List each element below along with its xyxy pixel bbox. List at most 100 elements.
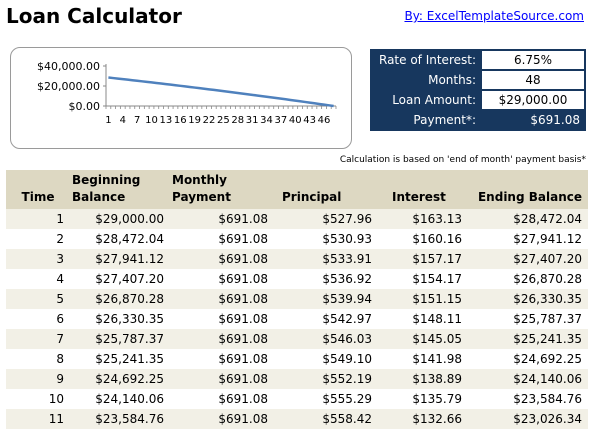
x-tick-label: 10: [145, 115, 158, 126]
ending-balance-cell: $28,472.04: [468, 209, 588, 229]
monthly-payment-cell: $691.08: [170, 249, 274, 269]
ending-balance-cell: $26,870.28: [513, 272, 582, 286]
monthly-payment-cell: $691.08: [218, 352, 268, 366]
time-cell: 9: [6, 369, 70, 389]
time-cell: 1: [6, 209, 70, 229]
payment-label: Payment*:: [413, 113, 476, 127]
principal-cell: $527.96: [274, 209, 378, 229]
time-cell: 6: [56, 312, 64, 326]
x-tick-label: 25: [217, 115, 230, 126]
x-tick-label: 43: [303, 115, 316, 126]
beginning-balance-cell: $27,941.12: [70, 249, 170, 269]
time-cell: 5: [6, 289, 70, 309]
ending-balance-cell: $25,787.37: [513, 312, 582, 326]
rate-label: Rate of Interest:: [379, 53, 476, 67]
table-row: 8 $25,241.35 $691.08 $549.10 $141.98 $24,692.…: [6, 349, 588, 369]
table-row: 2 $28,472.04 $691.08 $530.93 $160.16 $27,941.…: [6, 229, 588, 249]
time-cell: 2: [56, 232, 64, 246]
table-row: 7 $25,787.37 $691.08 $546.03 $145.05 $25,241.…: [6, 329, 588, 349]
x-tick-label: 31: [246, 115, 259, 126]
table-row: 9 $24,692.25 $691.08 $552.19 $138.89 $24,140.…: [6, 369, 588, 389]
header-ending-balance: Ending Balance: [468, 170, 588, 209]
x-tick-label: 1: [105, 115, 111, 126]
x-tick-label: 13: [160, 115, 173, 126]
monthly-payment-cell: $691.08: [170, 369, 274, 389]
payment-value: $691.08: [482, 111, 584, 129]
beginning-balance-cell: $25,241.35: [95, 352, 164, 366]
months-input[interactable]: 48: [482, 71, 584, 89]
table-row: 5 $26,870.28 $691.08 $539.94 $151.15 $26,330.…: [6, 289, 588, 309]
beginning-balance-cell: $23,584.76: [70, 409, 170, 429]
principal-cell: $536.92: [322, 272, 372, 286]
header-principal: Principal: [274, 170, 378, 209]
beginning-balance-cell: $25,787.37: [70, 329, 170, 349]
principal-cell: $558.42: [274, 409, 378, 429]
interest-cell: $151.15: [378, 289, 468, 309]
beginning-balance-cell: $26,330.35: [95, 312, 164, 326]
interest-cell: $138.89: [378, 369, 468, 389]
ending-balance-cell: $27,407.20: [468, 249, 588, 269]
ending-balance-cell: $23,026.34: [468, 409, 588, 429]
page-title: Loan Calculator: [6, 4, 182, 28]
header-monthly-payment: Monthly Payment: [170, 170, 274, 209]
amount-input[interactable]: $29,000.00: [482, 91, 584, 109]
balance-chart: $40,000.00 $20,000.00 $0.00 1 4 7 10 13 16 19 22 25…: [10, 47, 352, 149]
ending-balance-cell: $23,584.76: [513, 392, 582, 406]
byline-link[interactable]: By: ExcelTemplateSource.com: [404, 9, 584, 23]
x-tick-label: 22: [203, 115, 216, 126]
interest-cell: $163.13: [378, 209, 468, 229]
beginning-balance-cell: $24,140.06: [95, 392, 164, 406]
monthly-payment-cell: $691.08: [218, 312, 268, 326]
ending-balance-cell: $26,330.35: [468, 289, 588, 309]
amortization-table: Time Beginning Balance Monthly Payment Pri…: [6, 170, 588, 429]
x-tick-label: 19: [188, 115, 201, 126]
table-row: 1 $29,000.00 $691.08 $527.96 $163.13 $28,472.…: [6, 209, 588, 229]
y-tick-label: $0.00: [69, 100, 101, 113]
x-tick-label: 40: [289, 115, 302, 126]
header-time: Time: [6, 170, 70, 209]
principal-cell: $549.10: [322, 352, 372, 366]
x-tick-label: 46: [318, 115, 331, 126]
amount-label: Loan Amount:: [392, 93, 476, 107]
monthly-payment-cell: $691.08: [218, 272, 268, 286]
time-cell: 11: [6, 409, 70, 429]
interest-cell: $141.98: [412, 352, 462, 366]
principal-cell: $552.19: [274, 369, 378, 389]
ending-balance-cell: $27,941.12: [513, 232, 582, 246]
interest-cell: $157.17: [378, 249, 468, 269]
table-row: 11 $23,584.76 $691.08 $558.42 $132.66 $23,026…: [6, 409, 588, 429]
rate-input[interactable]: 6.75%: [482, 51, 584, 69]
time-cell: 4: [56, 272, 64, 286]
table-row: 4 $27,407.20 $691.08 $536.92 $154.17 $26,870.…: [6, 269, 588, 289]
interest-cell: $160.16: [412, 232, 462, 246]
loan-parameters: Rate of Interest: 6.75% Months: 48 Loan …: [370, 49, 586, 131]
param-amount-row: Loan Amount: $29,000.00: [372, 91, 584, 109]
x-tick-label: 16: [174, 115, 187, 126]
monthly-payment-cell: $691.08: [170, 209, 274, 229]
table-row: 10 $24,140.06 $691.08 $555.29 $135.79 $23,584…: [6, 389, 588, 409]
param-payment-row: Payment*: $691.08: [372, 111, 584, 129]
time-cell: 10: [48, 392, 64, 406]
table-header-row: Time Beginning Balance Monthly Payment Pri…: [6, 170, 588, 209]
principal-cell: $530.93: [322, 232, 372, 246]
beginning-balance-cell: $26,870.28: [70, 289, 170, 309]
time-cell: 8: [56, 352, 64, 366]
monthly-payment-cell: $691.08: [170, 329, 274, 349]
calculation-note: Calculation is based on 'end of month' p…: [339, 155, 586, 165]
y-tick-label: $20,000.00: [37, 80, 100, 93]
monthly-payment-cell: $691.08: [170, 289, 274, 309]
balance-chart-svg: $40,000.00 $20,000.00 $0.00 1 4 7 10 13 16 19 22 25…: [37, 60, 337, 126]
interest-cell: $154.17: [412, 272, 462, 286]
principal-cell: $546.03: [274, 329, 378, 349]
header-interest: Interest: [378, 170, 468, 209]
principal-cell: $539.94: [274, 289, 378, 309]
param-rate-row: Rate of Interest: 6.75%: [372, 51, 584, 69]
beginning-balance-cell: $28,472.04: [95, 232, 164, 246]
beginning-balance-cell: $24,692.25: [70, 369, 170, 389]
principal-cell: $542.97: [322, 312, 372, 326]
time-cell: 7: [6, 329, 70, 349]
table-row: 6 $26,330.35 $691.08 $542.97 $148.11 $25,787.…: [6, 309, 588, 329]
ending-balance-cell: $24,140.06: [468, 369, 588, 389]
x-tick-label: 34: [260, 115, 273, 126]
monthly-payment-cell: $691.08: [170, 409, 274, 429]
